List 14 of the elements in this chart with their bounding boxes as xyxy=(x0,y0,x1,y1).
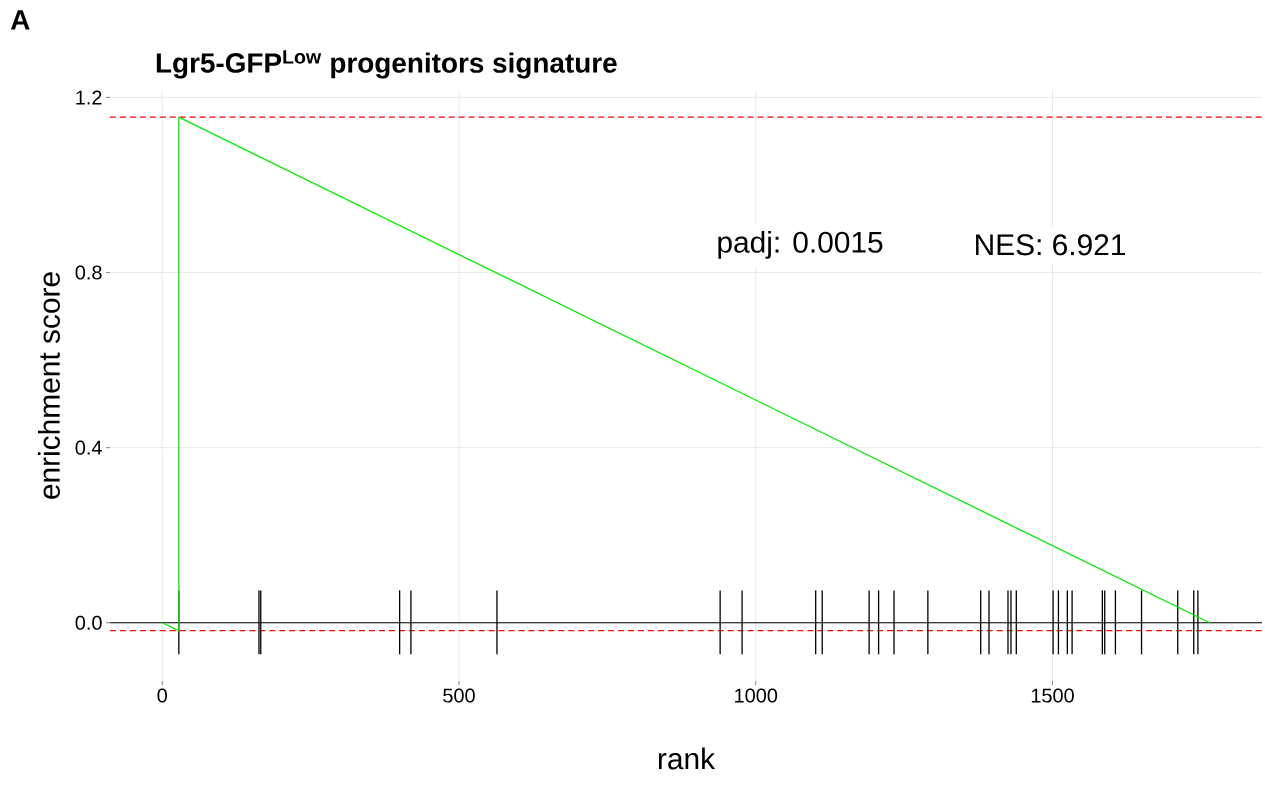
x-tick-label: 1500 xyxy=(1031,688,1074,703)
annotation: padj: 0.0015 xyxy=(718,230,883,259)
x-tick-label: 0 xyxy=(157,688,167,703)
chart-title: Lgr5-GFP$^{Low}$ progenitors signature xyxy=(156,50,617,79)
x-tick-label: 1000 xyxy=(735,688,778,703)
text: A xyxy=(10,10,30,30)
x-tick-label: 500 xyxy=(443,688,475,703)
annotation: NES: 6.921 xyxy=(976,234,1125,256)
y-tick-label: 0.4 xyxy=(75,440,102,455)
y-tick-label: 0.0 xyxy=(75,615,102,630)
y-axis-title: enrichment score xyxy=(37,272,60,499)
y-tick-label: 1.2 xyxy=(76,90,102,105)
x-axis-title: rank xyxy=(658,747,716,770)
y-tick-label: 0.8 xyxy=(75,265,102,280)
